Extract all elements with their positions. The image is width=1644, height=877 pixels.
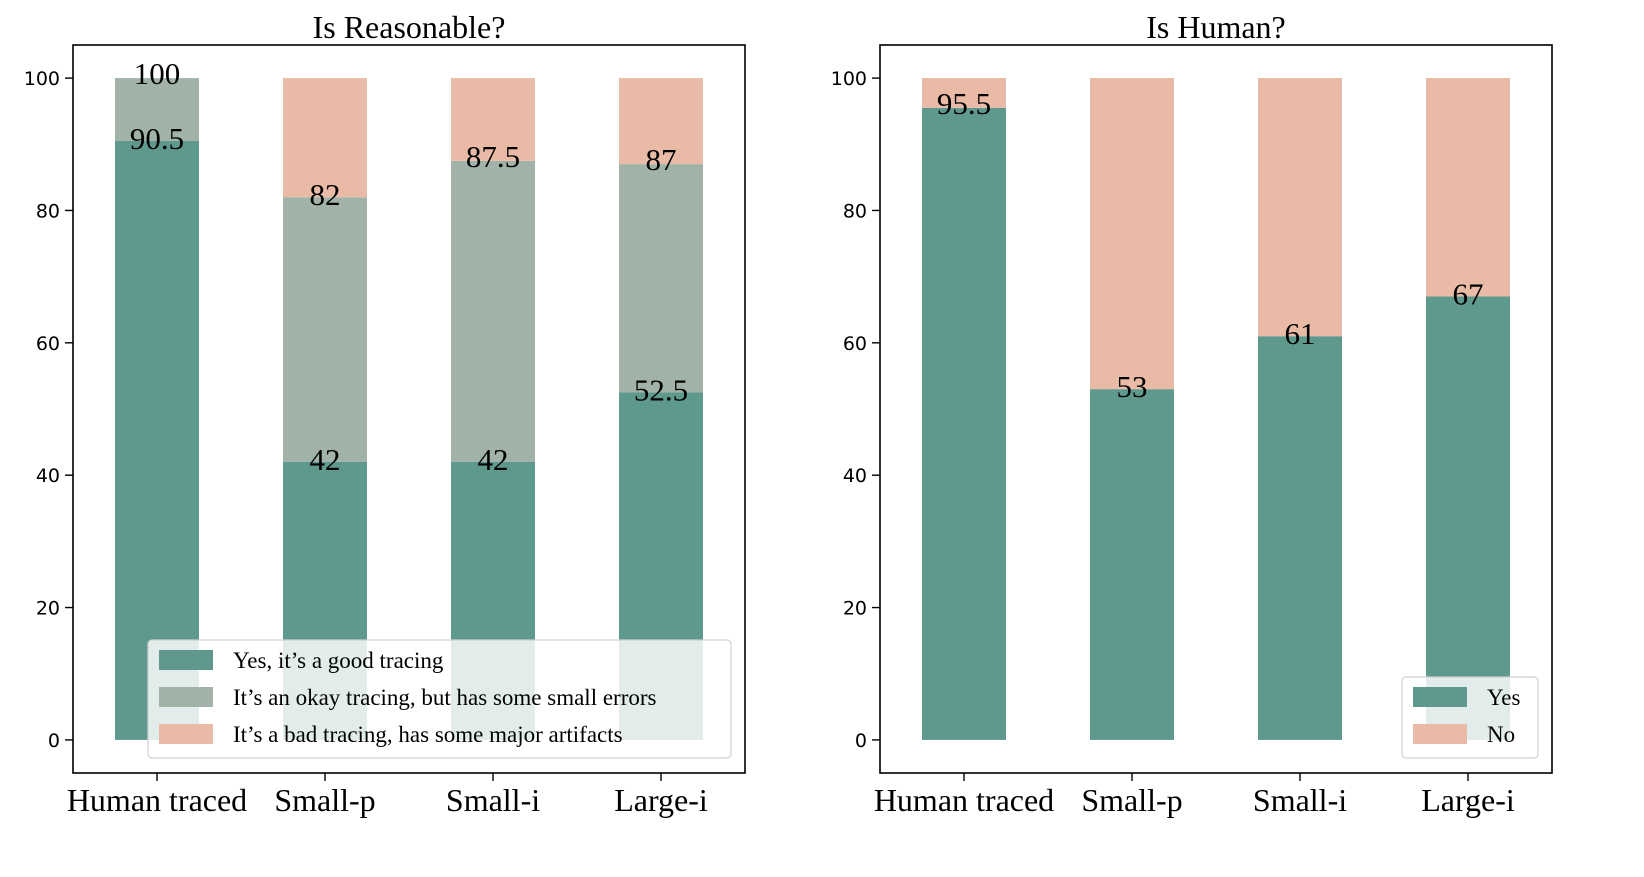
human-chart-panel: Is Human? 95.5 53 61 67 0 20 40 60 80 100 Human tra…: [831, 9, 1553, 818]
reasonable-legend-swatch: [159, 650, 213, 670]
human-y-tick-label: 0: [855, 730, 867, 752]
human-x-tick-label-small-p: Small-p: [1081, 782, 1182, 818]
reasonable-data-label-0-small-i: 42: [478, 442, 509, 477]
reasonable-data-label-0-large-i: 52.5: [634, 372, 688, 407]
reasonable-data-label-0-human-traced: 90.5: [130, 121, 184, 156]
reasonable-x-tick-label-small-p: Small-p: [274, 782, 375, 818]
human-y-tick-label: 80: [843, 200, 867, 222]
human-legend-label: No: [1487, 722, 1515, 747]
human-data-label-0-small-p: 53: [1117, 369, 1148, 404]
human-data-label-0-human-traced: 95.5: [937, 86, 991, 121]
human-y-tick-label: 100: [831, 68, 867, 90]
reasonable-y-tick-label: 80: [36, 200, 60, 222]
reasonable-legend-label: It’s an okay tracing, but has some small…: [233, 685, 657, 710]
human-y-tick-label: 60: [843, 333, 867, 355]
reasonable-bar-it-s-an-okay-tracing-but-small-i: [451, 160, 535, 462]
human-bar-yes-small-p: [1090, 389, 1174, 740]
human-legend-label: Yes: [1487, 685, 1521, 710]
reasonable-x-tick-label-large-i: Large-i: [614, 782, 708, 818]
reasonable-bar-it-s-a-bad-tracing-has-s-small-p: [283, 78, 367, 198]
reasonable-chart-panel: Is Reasonable? 90.5 42 42 52.5 100 82 87.5 87 0 20…: [24, 9, 746, 818]
human-data-label-0-large-i: 67: [1453, 276, 1484, 311]
human-x-tick-label-small-i: Small-i: [1253, 782, 1347, 818]
reasonable-bar-it-s-a-bad-tracing-has-s-large-i: [619, 78, 703, 165]
reasonable-data-label-1-small-i: 87.5: [466, 139, 520, 174]
human-bar-no-large-i: [1426, 78, 1510, 297]
human-x-tick-label-human-traced: Human traced: [874, 782, 1054, 818]
reasonable-y-tick-label: 20: [36, 598, 60, 620]
reasonable-x-tick-label-small-i: Small-i: [446, 782, 540, 818]
reasonable-bar-it-s-a-bad-tracing-has-s-small-i: [451, 78, 535, 161]
reasonable-data-label-1-human-traced: 100: [134, 56, 181, 91]
reasonable-legend-label: It’s a bad tracing, has some major artif…: [233, 722, 623, 747]
human-legend-swatch: [1413, 724, 1467, 744]
reasonable-chart-title: Is Reasonable?: [313, 9, 506, 45]
human-bar-yes-small-i: [1258, 336, 1342, 740]
human-bar-no-human-traced: [922, 78, 1006, 108]
human-legend-swatch: [1413, 687, 1467, 707]
human-chart-title: Is Human?: [1146, 9, 1286, 45]
reasonable-y-tick-label: 100: [24, 68, 60, 90]
human-axes-frame: [879, 44, 1553, 774]
reasonable-y-tick-label: 0: [48, 730, 60, 752]
reasonable-bar-it-s-an-okay-tracing-but-large-i: [619, 164, 703, 393]
reasonable-bar-it-s-an-okay-tracing-but-human-traced: [115, 78, 199, 141]
reasonable-legend-label: Yes, it’s a good tracing: [233, 648, 444, 673]
human-x-tick-label-large-i: Large-i: [1421, 782, 1515, 818]
reasonable-y-tick-label: 60: [36, 333, 60, 355]
reasonable-data-label-0-small-p: 42: [310, 442, 341, 477]
human-data-label-0-small-i: 61: [1285, 316, 1316, 351]
human-bar-yes-large-i: [1426, 296, 1510, 740]
reasonable-legend-swatch: [159, 724, 213, 744]
reasonable-legend: Yes, it’s a good tracing It’s an okay tra…: [147, 639, 732, 759]
human-bar-yes-human-traced: [922, 107, 1006, 740]
reasonable-bar-it-s-an-okay-tracing-but-small-p: [283, 197, 367, 462]
reasonable-x-tick-label-human-traced: Human traced: [67, 782, 247, 818]
reasonable-data-label-1-small-p: 82: [310, 177, 341, 212]
human-y-tick-label: 20: [843, 598, 867, 620]
human-legend: Yes No: [1401, 676, 1539, 759]
reasonable-y-tick-label: 40: [36, 465, 60, 487]
human-y-tick-label: 40: [843, 465, 867, 487]
reasonable-legend-swatch: [159, 687, 213, 707]
reasonable-data-label-1-large-i: 87: [646, 142, 677, 177]
reasonable-axes-frame: [72, 44, 746, 774]
human-bar-no-small-p: [1090, 78, 1174, 390]
human-bar-no-small-i: [1258, 78, 1342, 337]
